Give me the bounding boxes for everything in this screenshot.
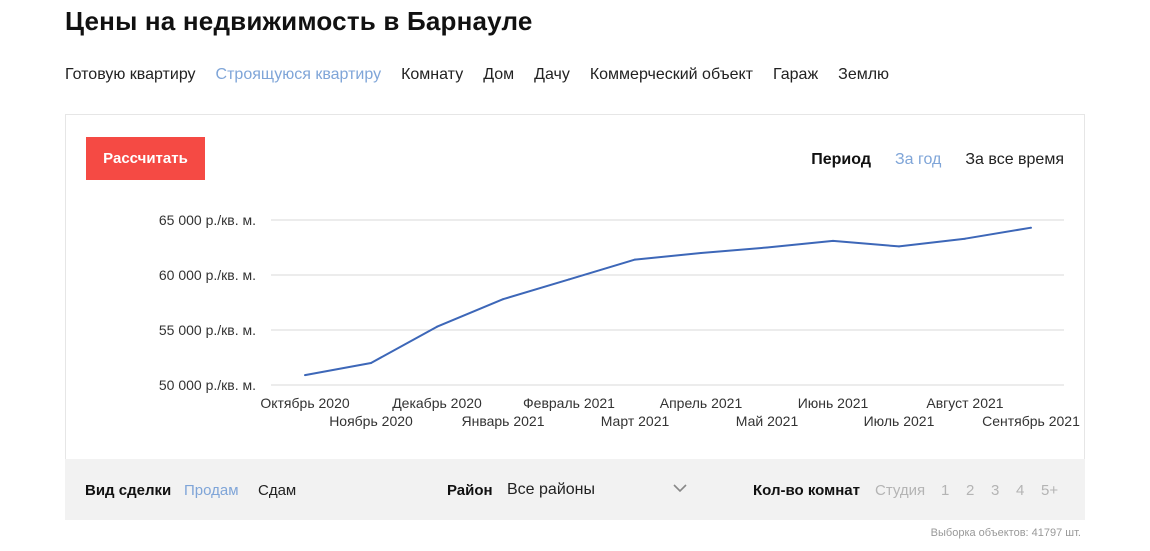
deal-option-sell[interactable]: Продам bbox=[184, 482, 239, 499]
data-point bbox=[898, 245, 900, 248]
x-tick-label: Июнь 2021 bbox=[798, 395, 869, 411]
tab-room[interactable]: Комнату bbox=[401, 66, 464, 83]
deal-option-rent[interactable]: Сдам bbox=[258, 482, 297, 499]
x-tick-label: Октябрь 2020 bbox=[260, 395, 350, 411]
district-label: Район bbox=[447, 482, 493, 499]
deal-type-label: Вид сделки bbox=[85, 482, 172, 499]
x-tick-label: Май 2021 bbox=[736, 413, 799, 429]
x-tick-label: Сентябрь 2021 bbox=[982, 413, 1080, 429]
period-option-all-time[interactable]: За все время bbox=[965, 151, 1064, 168]
x-tick-label: Ноябрь 2020 bbox=[329, 413, 413, 429]
data-point bbox=[568, 278, 570, 281]
y-tick-label: 50 000 р./кв. м. bbox=[159, 377, 256, 393]
period-selector: Период За год За все время bbox=[811, 151, 1064, 169]
x-tick-label: Декабрь 2020 bbox=[392, 395, 482, 411]
room-option-4[interactable]: 4 bbox=[1016, 482, 1025, 499]
data-point bbox=[370, 362, 372, 364]
room-option-2[interactable]: 2 bbox=[966, 482, 975, 499]
sample-count: Выборка объектов: 41797 шт. bbox=[930, 527, 1081, 539]
data-point bbox=[502, 298, 504, 301]
x-tick-label: Январь 2021 bbox=[461, 413, 544, 429]
x-tick-label: Июль 2021 bbox=[864, 413, 935, 429]
tab-commercial[interactable]: Коммерческий объект bbox=[589, 66, 753, 83]
district-select[interactable]: Все районы bbox=[507, 481, 595, 498]
filters-bar: Вид сделки Продам Сдам Район Все районы … bbox=[65, 459, 1085, 520]
period-option-year[interactable]: За год bbox=[894, 151, 942, 168]
page-title: Цены на недвижимость в Барнауле bbox=[65, 6, 533, 36]
data-point bbox=[766, 246, 768, 249]
data-point bbox=[832, 239, 834, 242]
room-option-studio[interactable]: Студия bbox=[875, 482, 926, 499]
price-line-chart: 50 000 р./кв. м. 55 000 р./кв. м. 60 000 р… bbox=[159, 212, 1080, 429]
y-tick-label: 60 000 р./кв. м. bbox=[159, 267, 256, 283]
tab-house[interactable]: Дом bbox=[483, 66, 515, 83]
room-option-1[interactable]: 1 bbox=[941, 482, 950, 499]
data-point bbox=[304, 374, 306, 377]
chevron-down-icon[interactable] bbox=[673, 481, 687, 495]
room-option-5plus[interactable]: 5+ bbox=[1041, 482, 1059, 499]
room-option-3[interactable]: 3 bbox=[991, 482, 1000, 499]
y-tick-label: 65 000 р./кв. м. bbox=[159, 212, 256, 228]
tab-garage[interactable]: Гараж bbox=[772, 66, 819, 83]
data-point bbox=[634, 258, 636, 261]
data-point bbox=[700, 252, 702, 254]
data-point bbox=[1030, 226, 1032, 229]
price-series-line bbox=[304, 226, 1032, 377]
tab-new-apartment[interactable]: Строящуюся квартиру bbox=[215, 66, 382, 83]
data-point bbox=[964, 237, 966, 240]
x-tick-label: Апрель 2021 bbox=[660, 395, 743, 411]
tab-dacha[interactable]: Дачу bbox=[534, 66, 570, 83]
calculate-button[interactable]: Рассчитать bbox=[86, 137, 205, 180]
x-tick-label: Февраль 2021 bbox=[523, 395, 615, 411]
period-label: Период bbox=[811, 151, 871, 168]
x-tick-label: Март 2021 bbox=[601, 413, 670, 429]
y-tick-label: 55 000 р./кв. м. bbox=[159, 322, 256, 338]
rooms-label: Кол-во комнат bbox=[753, 482, 860, 499]
chart-panel: Рассчитать Период За год За все время 50… bbox=[65, 114, 1085, 459]
tab-ready-apartment[interactable]: Готовую квартиру bbox=[65, 66, 196, 83]
tab-land[interactable]: Землю bbox=[838, 66, 890, 83]
property-type-tabs: Готовую квартиру Строящуюся квартиру Ком… bbox=[65, 66, 909, 84]
data-point bbox=[436, 325, 438, 328]
x-tick-label: Август 2021 bbox=[926, 395, 1003, 411]
